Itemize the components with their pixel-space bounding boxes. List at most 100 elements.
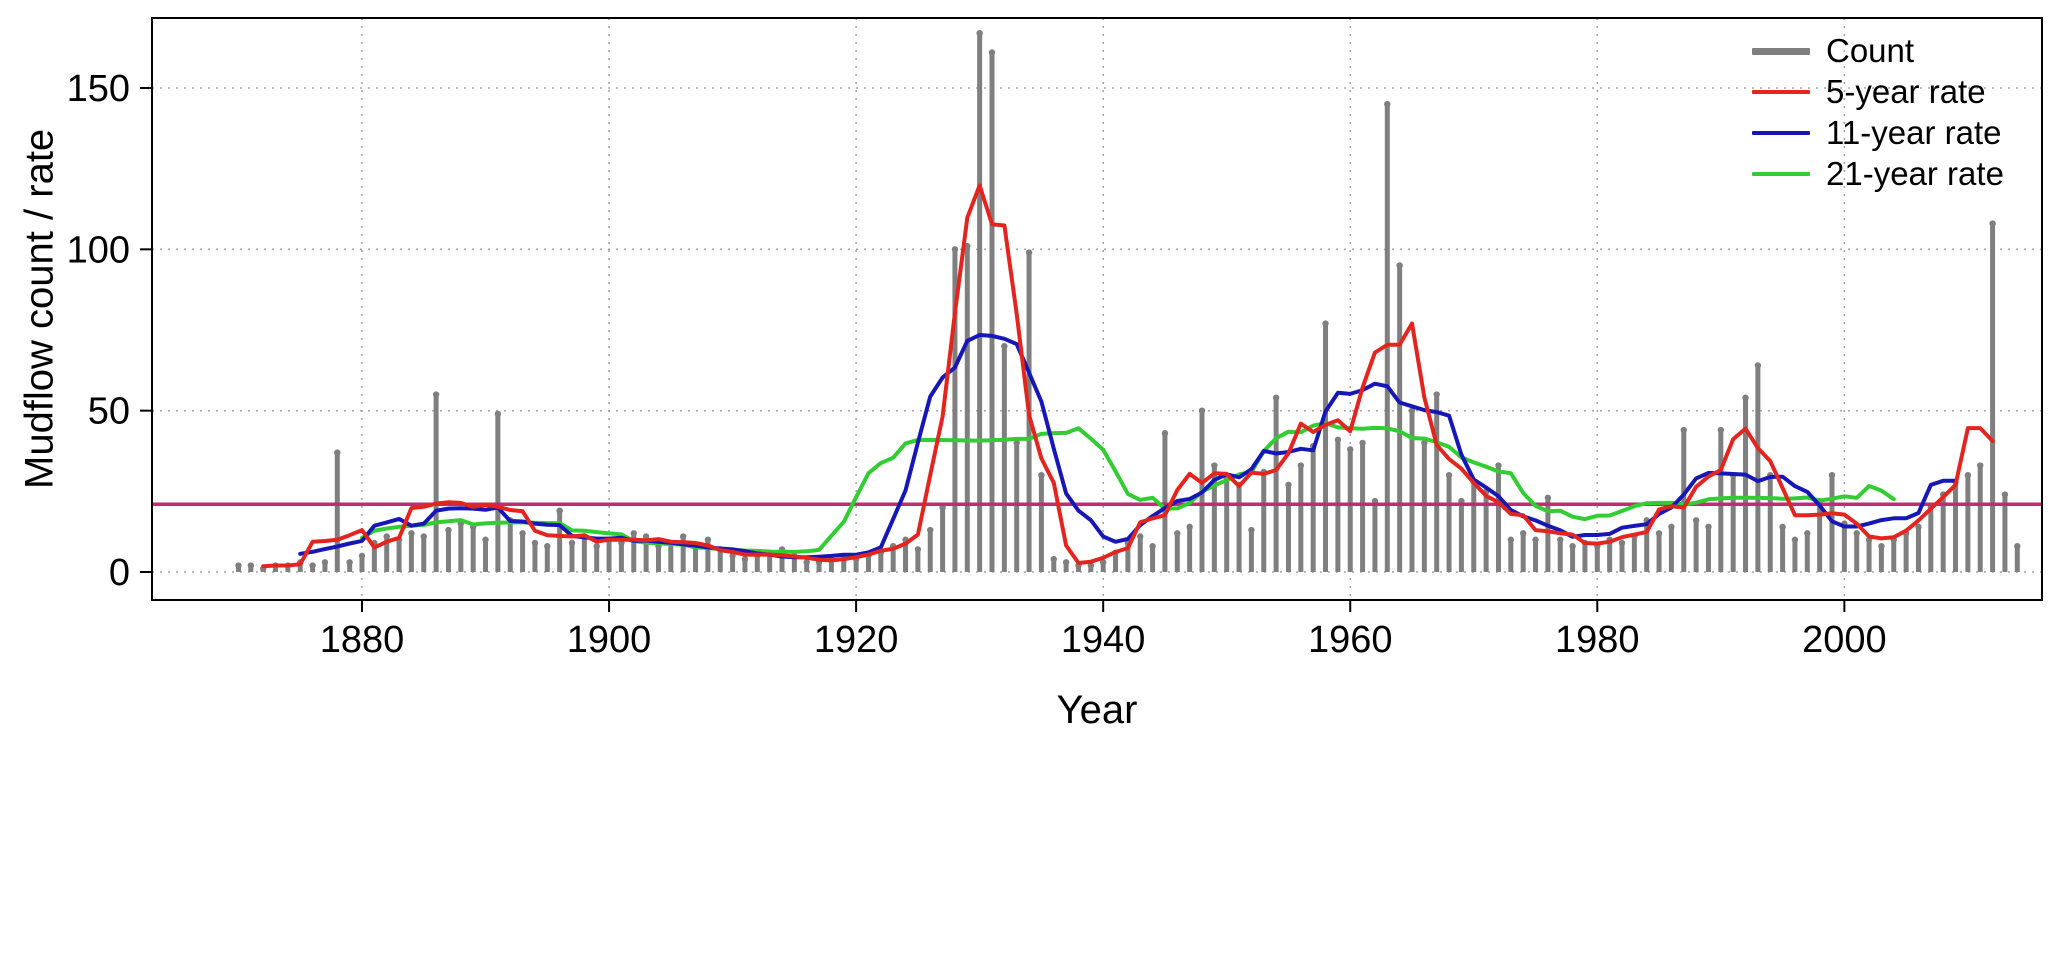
count-bar-cap <box>408 530 415 537</box>
x-tick-label: 1980 <box>1555 619 1640 661</box>
count-bar-cap <box>1507 536 1515 543</box>
legend-label-5yr: 5-year rate <box>1826 73 1986 110</box>
count-bar-cap <box>358 552 366 560</box>
count-bar-cap <box>679 533 687 540</box>
y-tick-label: 100 <box>67 229 130 271</box>
count-bar-cap <box>803 559 810 566</box>
count-bar-cap <box>432 391 440 398</box>
count-bar-cap <box>1025 249 1033 256</box>
x-tick-label: 1880 <box>320 619 405 661</box>
count-bar-cap <box>1174 530 1181 537</box>
y-tick-label: 50 <box>88 391 130 433</box>
count-bar-cap <box>630 530 637 537</box>
count-bar-cap <box>321 559 329 566</box>
count-bar-cap <box>2014 542 2021 550</box>
plot-border <box>151 17 2043 601</box>
legend-item-11yr: 11-year rate <box>1752 114 2004 151</box>
count-bar-cap <box>309 562 316 569</box>
legend: Count 5-year rate 11-year rate 21-year r… <box>1752 32 2004 192</box>
21-year-rate-line <box>360 421 1896 554</box>
count-bar-cap <box>1161 430 1169 437</box>
legend-label-21yr: 21-year rate <box>1826 155 2004 192</box>
count-bar-cap <box>988 49 996 56</box>
count-bar-cap <box>1878 542 1885 550</box>
count-bar-cap <box>1384 100 1391 108</box>
count-bar-cap <box>1211 462 1218 469</box>
count-bar-cap <box>1149 542 1156 550</box>
count-bar-cap <box>1779 523 1786 531</box>
gridlines <box>152 18 2042 600</box>
count-bar-cap <box>1495 462 1502 469</box>
count-bar-cap <box>1544 494 1552 501</box>
count-bar-cap <box>1791 536 1799 543</box>
count-bar-cap <box>1618 539 1626 547</box>
count-bar-cap <box>2001 491 2009 498</box>
count-bar-cap <box>1977 462 1984 469</box>
count-bar-cap <box>1717 426 1725 434</box>
count-bar-cap <box>1285 481 1292 489</box>
count-bar-cap <box>1347 446 1354 453</box>
count-bar-cap <box>1334 436 1342 443</box>
count-bar-cap <box>704 536 712 543</box>
legend-label-11yr: 11-year rate <box>1826 114 2002 151</box>
count-bar-cap <box>1655 530 1663 537</box>
count-bar-cap <box>741 555 749 563</box>
count-bar-cap <box>1569 542 1576 550</box>
y-tick-labels: 0 50 100 150 <box>67 68 130 594</box>
x-tick-label: 1960 <box>1308 619 1393 661</box>
count-bar-cap <box>1050 555 1057 563</box>
count-bar-cap <box>1396 262 1403 269</box>
count-bar-cap <box>1272 394 1280 401</box>
count-bar-cap <box>1013 439 1020 447</box>
count-bar-cap <box>1248 526 1255 534</box>
count-bar-cap <box>420 533 427 540</box>
count-bar-cap <box>1001 342 1008 350</box>
y-tick-label: 150 <box>67 68 130 110</box>
five-year-rate-swatch <box>1752 90 1810 94</box>
count-bar-cap <box>951 246 959 253</box>
count-bar-cap <box>1433 391 1440 398</box>
count-bar-cap <box>383 533 390 540</box>
count-bar-cap <box>1705 523 1712 531</box>
count-bar-cap <box>1668 523 1675 531</box>
count-bar-cap <box>1557 536 1564 543</box>
legend-item-21yr: 21-year rate <box>1752 155 2004 192</box>
count-bar-cap <box>1519 530 1527 537</box>
x-tick-label: 1940 <box>1061 619 1146 661</box>
legend-item-5yr: 5-year rate <box>1752 73 2004 110</box>
count-bar-cap <box>235 562 242 569</box>
count-bar-cap <box>1742 394 1749 401</box>
count-bar-cap <box>976 29 983 37</box>
count-bar-cap <box>1853 530 1860 537</box>
count-bar-cap <box>334 449 341 456</box>
count-bar-cap <box>494 410 502 418</box>
legend-item-count: Count <box>1752 32 2004 69</box>
count-bar-cap <box>1421 439 1428 447</box>
count-bar-cap <box>1445 472 1453 479</box>
count-bar-cap <box>1804 530 1811 537</box>
count-swatch <box>1752 47 1810 55</box>
count-bar-cap <box>1532 536 1539 543</box>
eleven-year-rate-swatch <box>1752 131 1810 135</box>
count-bar-cap <box>445 526 452 534</box>
x-axis-title: Year <box>1056 688 1138 732</box>
x-tick-labels: 1880 1900 1920 1940 1960 1980 2000 <box>320 619 1887 661</box>
count-bar-cap <box>1297 462 1305 469</box>
count-bar-cap <box>1099 559 1107 566</box>
count-bar-cap <box>927 526 934 534</box>
count-bar-cap <box>482 536 489 543</box>
count-bar-cap <box>1322 320 1329 327</box>
count-bar-cap <box>531 539 539 547</box>
count-bar-cap <box>1186 523 1193 531</box>
count-bar-cap <box>1754 362 1762 369</box>
count-bar-cap <box>346 559 353 566</box>
count-bar-cap <box>1062 559 1070 566</box>
count-bar-cap <box>1137 533 1144 540</box>
count-bar-cap <box>556 507 563 514</box>
x-tick-label: 1920 <box>814 619 899 661</box>
count-bar-cap <box>642 533 650 540</box>
axis-ticks <box>140 87 1846 612</box>
count-bar-cap <box>1964 472 1972 479</box>
